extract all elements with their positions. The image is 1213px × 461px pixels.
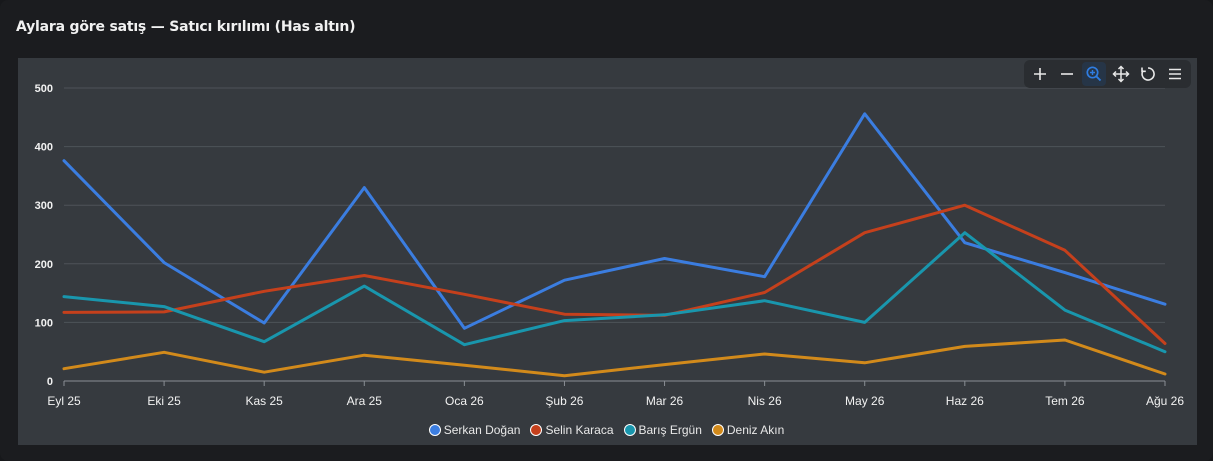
x-tick-label: Oca 26 — [445, 394, 484, 408]
menu-icon[interactable] — [1163, 62, 1187, 86]
legend-label: Barış Ergün — [638, 423, 702, 437]
legend-marker-icon — [428, 424, 441, 436]
legend-label: Deniz Akın — [726, 423, 785, 437]
series-line-3 — [62, 231, 1167, 354]
legend-item-1[interactable]: Serkan Doğan — [428, 421, 521, 439]
x-tick-label: Tem 26 — [1045, 394, 1085, 408]
x-tick-label: Şub 26 — [545, 394, 583, 408]
legend-label: Serkan Doğan — [443, 423, 521, 437]
y-tick-label: 200 — [35, 259, 53, 271]
y-tick-label: 300 — [35, 200, 53, 212]
y-tick-label: 500 — [35, 83, 53, 95]
x-tick-label: May 26 — [845, 394, 885, 408]
x-tick-label: Ara 25 — [347, 394, 383, 408]
x-tick-label: Haz 26 — [946, 394, 984, 408]
x-tick-label: Mar 26 — [646, 394, 684, 408]
legend-marker-icon — [711, 424, 724, 436]
x-tick-label: Nis 26 — [748, 394, 782, 408]
x-tick-label: Eyl 25 — [47, 394, 81, 408]
legend-marker-icon — [530, 424, 543, 436]
legend-item-3[interactable]: Barış Ergün — [623, 421, 702, 439]
y-tick-label: 400 — [35, 142, 53, 154]
selection-zoom-icon[interactable] — [1082, 62, 1106, 86]
legend-item-4[interactable]: Deniz Akın — [711, 421, 785, 439]
chart-title: Aylara göre satış — Satıcı kırılımı (Has… — [16, 19, 356, 35]
x-tick-label: Ağu 26 — [1146, 394, 1184, 408]
y-tick-label: 100 — [35, 317, 53, 329]
y-tick-label: 0 — [47, 376, 53, 388]
series-line-1 — [62, 112, 1167, 330]
x-tick-label: Eki 25 — [147, 394, 181, 408]
zoom-out-icon[interactable] — [1055, 62, 1079, 86]
x-tick-label: Kas 25 — [246, 394, 284, 408]
chart-toolbar — [1024, 60, 1191, 88]
legend-label: Selin Karaca — [545, 423, 614, 437]
pan-icon[interactable] — [1109, 62, 1133, 86]
chart-legend: Serkan Doğan Selin Karaca Barış Ergün Deniz… — [0, 421, 1213, 439]
zoom-in-icon[interactable] — [1028, 62, 1052, 86]
legend-item-2[interactable]: Selin Karaca — [530, 421, 614, 439]
reset-icon[interactable] — [1136, 62, 1160, 86]
legend-marker-icon — [623, 424, 636, 436]
series-line-4 — [62, 338, 1167, 378]
series-line-2 — [62, 203, 1167, 345]
